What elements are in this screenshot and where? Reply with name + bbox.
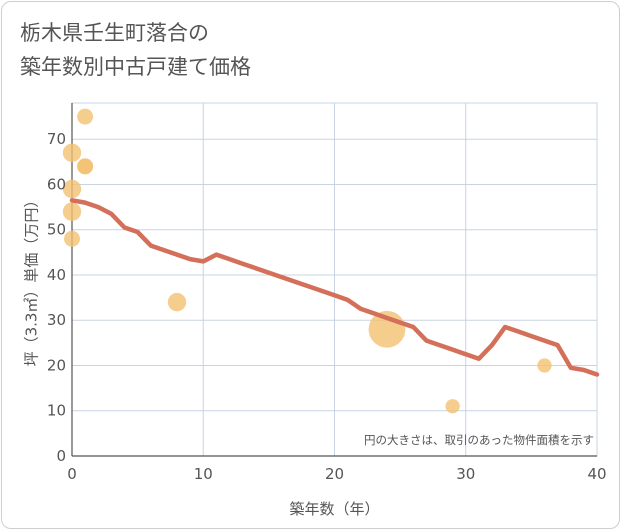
trend-line-series bbox=[69, 198, 600, 377]
bubble-point bbox=[77, 108, 94, 125]
x-tick-label: 0 bbox=[67, 465, 77, 483]
x-tick-label: 40 bbox=[587, 465, 606, 483]
bubble-point bbox=[167, 292, 187, 312]
y-tick-label: 70 bbox=[47, 130, 66, 148]
y-tick-label: 60 bbox=[47, 175, 66, 193]
grid-lines bbox=[71, 102, 598, 457]
bubble-point bbox=[62, 143, 82, 162]
x-tick-label: 10 bbox=[194, 465, 213, 483]
y-tick-label: 30 bbox=[47, 311, 66, 329]
y-tick-label: 50 bbox=[47, 221, 66, 239]
bubble-point bbox=[64, 230, 80, 247]
bubble-point bbox=[445, 399, 460, 414]
chart-title: 栃木県壬生町落合の 築年数別中古戸建て価格 bbox=[20, 16, 440, 84]
tick-labels: 0 10 20 30 40 50 60 70 0 10 20 30 40 bbox=[47, 130, 607, 483]
x-axis-label: 築年数（年） bbox=[289, 500, 379, 518]
y-tick-label: 0 bbox=[56, 447, 66, 465]
x-tick-label: 20 bbox=[325, 465, 344, 483]
bubble-point bbox=[62, 179, 82, 199]
y-tick-label: 10 bbox=[47, 402, 66, 420]
y-tick-label: 20 bbox=[47, 356, 66, 374]
chart-title-line2: 築年数別中古戸建て価格 bbox=[20, 55, 251, 79]
bubble-size-note: 円の大きさは、取引のあった物件面積を示す bbox=[364, 433, 594, 447]
bubble-point bbox=[537, 358, 552, 373]
y-axis-label: 坪（3.3㎡）単価（万円） bbox=[23, 193, 41, 367]
y-tick-label: 40 bbox=[47, 266, 66, 284]
bubble-point bbox=[77, 158, 94, 175]
x-tick-label: 30 bbox=[456, 465, 475, 483]
bubble-point bbox=[62, 202, 82, 221]
chart-title-line1: 栃木県壬生町落合の bbox=[20, 21, 209, 45]
trend-line bbox=[69, 198, 600, 377]
bubble-series bbox=[62, 108, 552, 414]
